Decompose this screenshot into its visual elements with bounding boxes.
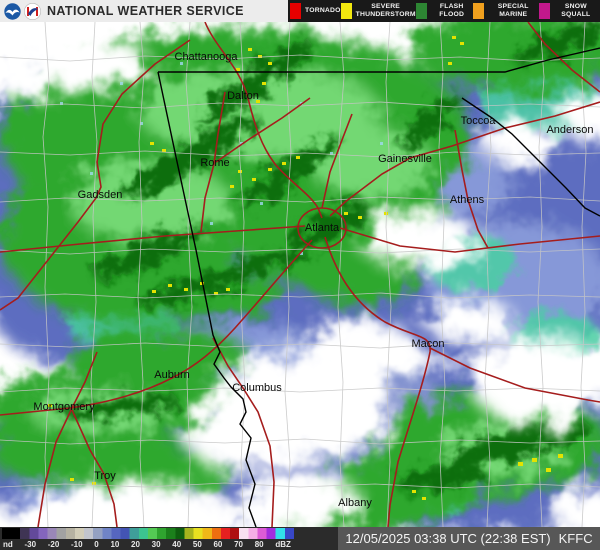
radar-echo-canvas (0, 22, 600, 527)
status-section: 12/05/2025 03:38 UTC (22:38 EST) KFFC (338, 527, 600, 550)
agency-title: NATIONAL WEATHER SERVICE (47, 4, 244, 18)
severe-thunderstorm-label: SEVERE THUNDERSTORM (355, 3, 416, 18)
scale-tick: -30 (24, 540, 37, 549)
scale-tick: 10 (110, 540, 120, 549)
county-boundaries (0, 22, 600, 527)
flash-flood-label: FLASH FLOOD (439, 3, 465, 18)
warning-legend: TORNADO SEVERE THUNDERSTORM FLASH FLOOD … (288, 0, 600, 22)
reflectivity-colorbar (2, 528, 294, 539)
radar-echo-heavy-precip (60, 22, 600, 492)
scale-tick: 30 (151, 540, 161, 549)
tornado-label: TORNADO (305, 7, 341, 15)
timestamp-text: 12/05/2025 03:38 UTC (22:38 EST) (345, 531, 551, 546)
scale-tick: 50 (192, 540, 202, 549)
scale-tick: dBZ (275, 540, 291, 549)
scale-tick: -10 (71, 540, 83, 549)
special-marine-swatch (472, 3, 484, 19)
state-borders (157, 47, 600, 527)
radar-no-echo-areas (0, 36, 600, 527)
snow-squall-label: SNOW SQUALL (561, 3, 591, 18)
scale-tick: nd (3, 540, 13, 549)
noaa-logo-icon (4, 2, 21, 20)
highways (0, 22, 600, 527)
scale-tick: 20 (131, 540, 140, 549)
scale-tick: 80 (254, 540, 264, 549)
severe-thunderstorm-swatch (340, 3, 352, 19)
legend-item-snow-squall: SNOW SQUALL (538, 3, 598, 19)
legend-item-severe-thunderstorm: SEVERE THUNDERSTORM (340, 3, 416, 19)
scale-tick: 60 (213, 540, 223, 549)
station-id: KFFC (558, 531, 593, 546)
legend-item-tornado: TORNADO (290, 3, 341, 19)
logo-group (0, 2, 41, 20)
reflectivity-scale-labels: nd -30 -20 -10 0 10 20 30 40 50 60 70 80… (2, 539, 292, 550)
nws-logo-icon (24, 2, 41, 20)
flash-flood-swatch (415, 3, 427, 19)
scale-tick: 0 (94, 540, 99, 549)
snow-squall-swatch (538, 3, 550, 19)
legend-item-special-marine: SPECIAL MARINE (472, 3, 539, 19)
legend-item-flash-flood: FLASH FLOOD (415, 3, 473, 19)
scale-tick: -20 (47, 540, 60, 549)
bottom-bar: nd -30 -20 -10 0 10 20 30 40 50 60 70 80… (0, 527, 600, 550)
reflectivity-scale-section: nd -30 -20 -10 0 10 20 30 40 50 60 70 80… (0, 527, 338, 550)
special-marine-label: SPECIAL MARINE (497, 3, 529, 18)
header-bar: NATIONAL WEATHER SERVICE TORNADO SEVERE … (0, 0, 600, 22)
radar-map[interactable]: Chattanooga Dalton Toccoa Anderson Rome … (0, 22, 600, 527)
scale-tick: 70 (234, 540, 243, 549)
radar-echo-yellow-cells (48, 36, 563, 500)
scale-tick: 40 (172, 540, 182, 549)
tornado-swatch (290, 3, 301, 19)
